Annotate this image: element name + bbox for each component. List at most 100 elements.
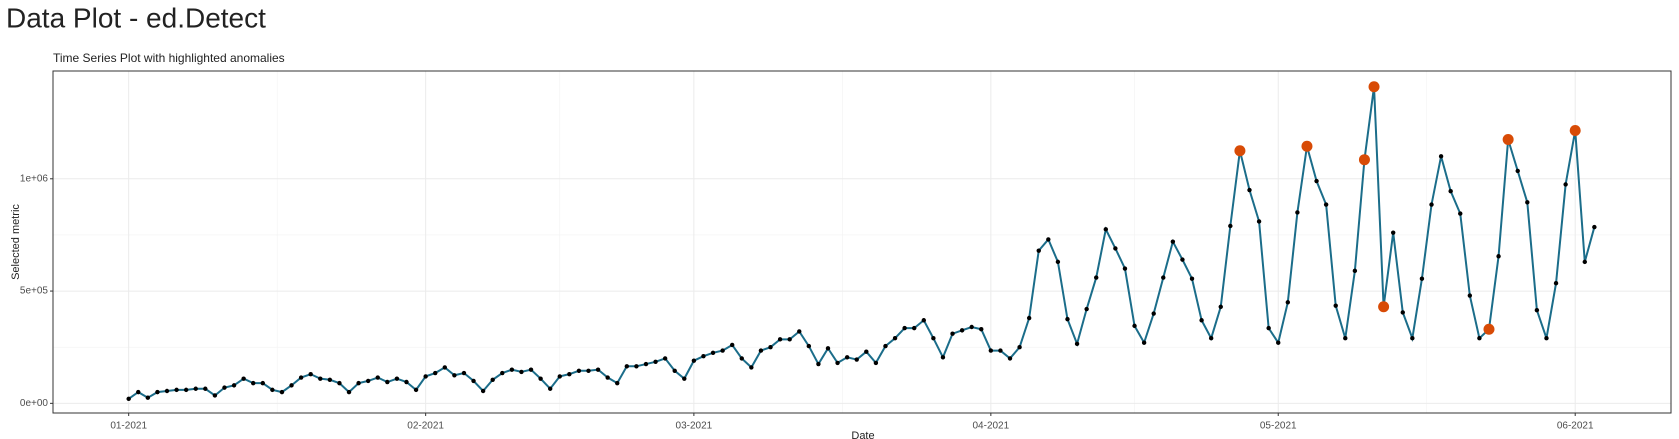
chart-title: Time Series Plot with highlighted anomal… [53, 51, 285, 65]
data-point [1343, 336, 1348, 341]
data-point [241, 376, 246, 381]
data-point [136, 389, 141, 395]
data-point [595, 367, 601, 372]
data-point [1141, 340, 1147, 345]
data-point [1122, 266, 1128, 271]
data-point [279, 389, 285, 395]
data-point [1448, 188, 1453, 194]
y-tick-label: 0e+00 [20, 398, 49, 409]
data-point [346, 389, 352, 395]
data-point [1228, 223, 1233, 229]
data-point [1161, 275, 1166, 280]
data-point [1582, 259, 1587, 265]
data-point [643, 361, 649, 367]
data-point [538, 376, 543, 381]
data-point [1477, 336, 1482, 341]
data-point [557, 374, 562, 379]
data-point [1410, 336, 1415, 341]
data-point [365, 378, 371, 384]
data-point [720, 348, 725, 353]
data-point [1419, 276, 1425, 281]
data-point [222, 385, 227, 390]
data-point [471, 378, 476, 384]
series-line [128, 86, 1596, 400]
data-point [691, 358, 697, 363]
data-point [854, 357, 859, 362]
data-point [1467, 293, 1473, 298]
x-axis-label: Date [851, 430, 874, 439]
data-point [231, 383, 237, 388]
data-point [1084, 306, 1089, 312]
data-point [576, 368, 582, 373]
data-point [1285, 300, 1291, 305]
data-point [145, 395, 151, 400]
data-point [1170, 239, 1176, 244]
data-point [509, 367, 515, 372]
data-point [193, 386, 198, 391]
data-point [528, 367, 534, 372]
data-point [394, 376, 400, 381]
data-point [902, 325, 907, 331]
data-point [519, 369, 524, 375]
data-point [749, 365, 754, 370]
data-point [490, 377, 495, 382]
data-point [1534, 307, 1540, 313]
data-point [1314, 178, 1319, 184]
data-point [1295, 210, 1300, 215]
data-point [1515, 168, 1520, 174]
data-point [1218, 304, 1223, 309]
data-point [433, 370, 438, 376]
data-point [164, 388, 170, 394]
data-point [1563, 182, 1568, 187]
data-point [605, 375, 610, 380]
data-point [1333, 303, 1338, 308]
data-point [1429, 202, 1434, 207]
data-point [413, 387, 419, 393]
data-point [979, 327, 984, 332]
x-tick-label: 04-2021 [972, 421, 1009, 432]
data-point [500, 370, 505, 376]
data-point [260, 380, 265, 386]
data-point [662, 356, 668, 361]
data-point [940, 355, 946, 360]
data-point [270, 387, 275, 393]
anomaly-point [1234, 145, 1246, 157]
data-point [1438, 154, 1444, 159]
data-point [385, 379, 390, 385]
data-point [729, 342, 735, 348]
data-point [777, 337, 783, 342]
data-point [1458, 211, 1463, 216]
data-point [308, 371, 313, 377]
data-point [289, 383, 294, 388]
data-point [1525, 200, 1530, 205]
data-point [615, 380, 620, 386]
data-point [873, 360, 879, 366]
data-point [298, 375, 304, 380]
data-point [567, 371, 572, 377]
data-point [739, 356, 744, 361]
data-point [931, 336, 936, 341]
data-point [969, 324, 974, 330]
data-point [797, 329, 802, 334]
x-tick-label: 06-2021 [1557, 421, 1594, 432]
data-point [1151, 311, 1156, 316]
data-point [883, 343, 888, 349]
data-point [825, 346, 831, 351]
data-point [251, 380, 256, 386]
data-point [701, 353, 706, 359]
data-point [1390, 230, 1396, 235]
data-point [375, 375, 380, 380]
anomaly-point [1378, 301, 1390, 313]
data-point [864, 349, 869, 354]
data-point [1055, 259, 1061, 265]
data-point [1400, 310, 1405, 315]
data-point [1496, 254, 1501, 259]
data-point [1046, 237, 1051, 242]
data-point [1199, 318, 1204, 323]
data-point [1017, 345, 1022, 350]
data-point [892, 336, 898, 341]
data-point [356, 380, 361, 386]
data-point [1256, 219, 1262, 224]
data-point [452, 373, 457, 378]
data-point [959, 328, 965, 333]
